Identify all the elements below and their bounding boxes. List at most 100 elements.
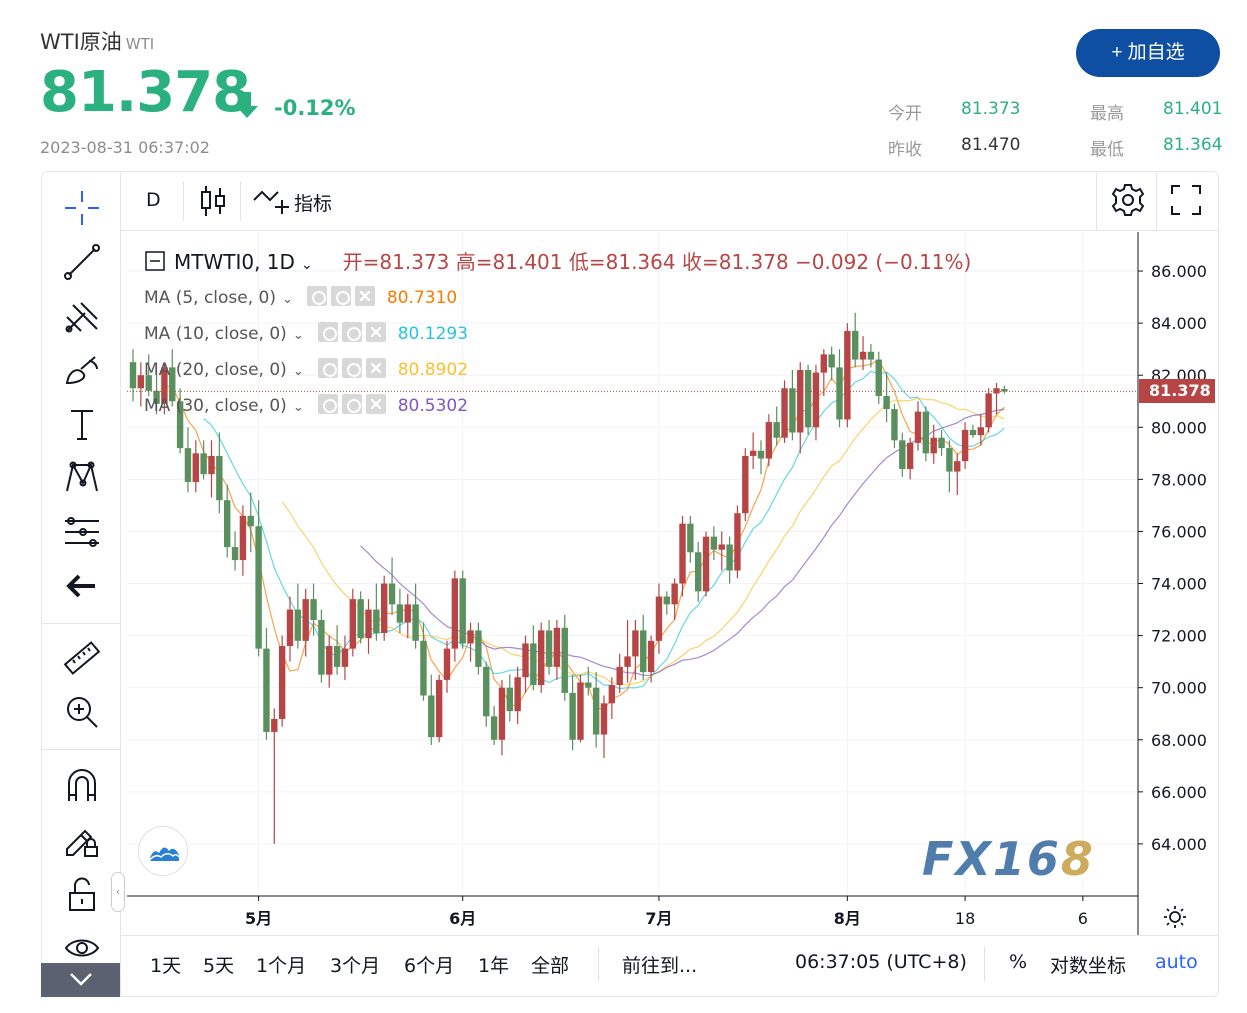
magnet-icon[interactable]	[63, 767, 101, 805]
candle[interactable]	[765, 414, 773, 467]
gear-icon[interactable]	[330, 286, 351, 306]
candle[interactable]	[836, 349, 843, 428]
candle[interactable]	[412, 583, 419, 649]
candle[interactable]	[914, 401, 922, 451]
candle[interactable]	[608, 677, 616, 719]
auto-scale-toggle[interactable]: auto	[1155, 951, 1198, 973]
candle[interactable]	[326, 635, 333, 688]
candle[interactable]	[184, 427, 192, 493]
candle[interactable]	[977, 414, 984, 446]
candle[interactable]	[804, 364, 812, 436]
candle[interactable]	[742, 448, 749, 522]
candle[interactable]	[812, 364, 820, 441]
candle[interactable]	[969, 424, 977, 438]
candle[interactable]	[899, 432, 906, 477]
candle[interactable]	[365, 599, 372, 654]
candle[interactable]	[192, 440, 199, 493]
candle[interactable]	[302, 588, 309, 657]
candle[interactable]	[726, 536, 733, 584]
range-button[interactable]: 6个月	[404, 955, 455, 977]
chevron-down-icon[interactable]: ⌄	[292, 364, 304, 379]
candle[interactable]	[530, 625, 537, 691]
chevron-down-icon[interactable]: ⌄	[292, 328, 304, 343]
gear-icon[interactable]	[341, 394, 362, 414]
range-button[interactable]: 1年	[478, 955, 510, 977]
candle[interactable]	[459, 570, 466, 649]
candle[interactable]	[271, 708, 278, 844]
candle[interactable]	[381, 575, 388, 641]
candle[interactable]	[145, 354, 152, 397]
candle[interactable]	[749, 432, 757, 469]
candle[interactable]	[278, 635, 286, 727]
collapse-toolbar-handle[interactable]: ‹	[111, 872, 125, 912]
candle[interactable]	[710, 526, 718, 561]
candle[interactable]	[828, 346, 835, 381]
candle[interactable]	[961, 422, 969, 469]
candle[interactable]	[867, 343, 875, 368]
close-icon[interactable]	[365, 322, 386, 342]
candle[interactable]	[993, 383, 1000, 415]
close-icon[interactable]	[365, 358, 386, 378]
add-watchlist-button[interactable]: + 加自选	[1076, 29, 1220, 77]
candle[interactable]	[161, 362, 168, 415]
candle[interactable]	[797, 362, 804, 454]
indicators-button[interactable]: 指标	[294, 193, 333, 215]
candle[interactable]	[490, 705, 498, 745]
brush-icon[interactable]	[63, 351, 101, 389]
clock-timezone[interactable]: 06:37:05 (UTC+8)	[795, 951, 967, 973]
trend-line-icon[interactable]	[63, 243, 101, 281]
pattern-icon[interactable]	[63, 459, 101, 497]
candle[interactable]	[475, 622, 482, 675]
candle[interactable]	[224, 484, 231, 558]
candle[interactable]	[1001, 385, 1008, 394]
candle[interactable]	[349, 588, 356, 657]
candle[interactable]	[906, 437, 914, 480]
candle[interactable]	[655, 583, 663, 654]
ma-label[interactable]: MA (5, close, 0)	[144, 288, 276, 308]
candle[interactable]	[632, 619, 639, 680]
ruler-icon[interactable]	[63, 639, 101, 677]
eye-icon[interactable]	[317, 358, 338, 378]
candle[interactable]	[506, 674, 513, 722]
candle[interactable]	[263, 627, 270, 740]
chart-logo-button[interactable]	[138, 826, 188, 876]
candle[interactable]	[231, 531, 239, 571]
candle[interactable]	[695, 541, 702, 602]
candle[interactable]	[938, 429, 945, 456]
candle[interactable]	[420, 622, 427, 701]
candle[interactable]	[498, 679, 506, 756]
candle[interactable]	[946, 440, 953, 493]
range-button[interactable]: 1天	[150, 955, 182, 977]
candle[interactable]	[435, 674, 443, 743]
collapse-legend-icon[interactable]	[144, 250, 166, 272]
expand-tools-button[interactable]	[41, 963, 120, 997]
candle[interactable]	[773, 406, 780, 446]
candle[interactable]	[443, 640, 451, 693]
pitchfork-icon[interactable]	[63, 297, 101, 335]
candle[interactable]	[428, 674, 435, 745]
lock-drawing-icon[interactable]	[63, 821, 101, 859]
goto-date-button[interactable]: 前往到...	[622, 955, 698, 977]
eye-icon[interactable]	[306, 286, 327, 306]
candle[interactable]	[616, 653, 623, 693]
candle[interactable]	[679, 515, 686, 597]
candle[interactable]	[294, 583, 302, 649]
candle[interactable]	[789, 370, 796, 441]
range-button[interactable]: 5天	[203, 955, 235, 977]
candle[interactable]	[561, 614, 568, 701]
candle[interactable]	[373, 583, 380, 641]
percent-toggle[interactable]: %	[1009, 951, 1028, 973]
candle[interactable]	[467, 622, 474, 662]
candle[interactable]	[875, 351, 882, 404]
candle[interactable]	[663, 591, 670, 615]
candle[interactable]	[208, 440, 215, 498]
candle[interactable]	[757, 440, 765, 475]
candle[interactable]	[640, 614, 647, 680]
candle[interactable]	[922, 406, 930, 462]
candle[interactable]	[286, 596, 294, 662]
candle-type-icon[interactable]	[198, 184, 228, 218]
crosshair-icon[interactable]	[63, 189, 101, 227]
chevron-down-icon[interactable]: ⌄	[292, 400, 304, 415]
zoom-in-icon[interactable]	[63, 693, 101, 731]
